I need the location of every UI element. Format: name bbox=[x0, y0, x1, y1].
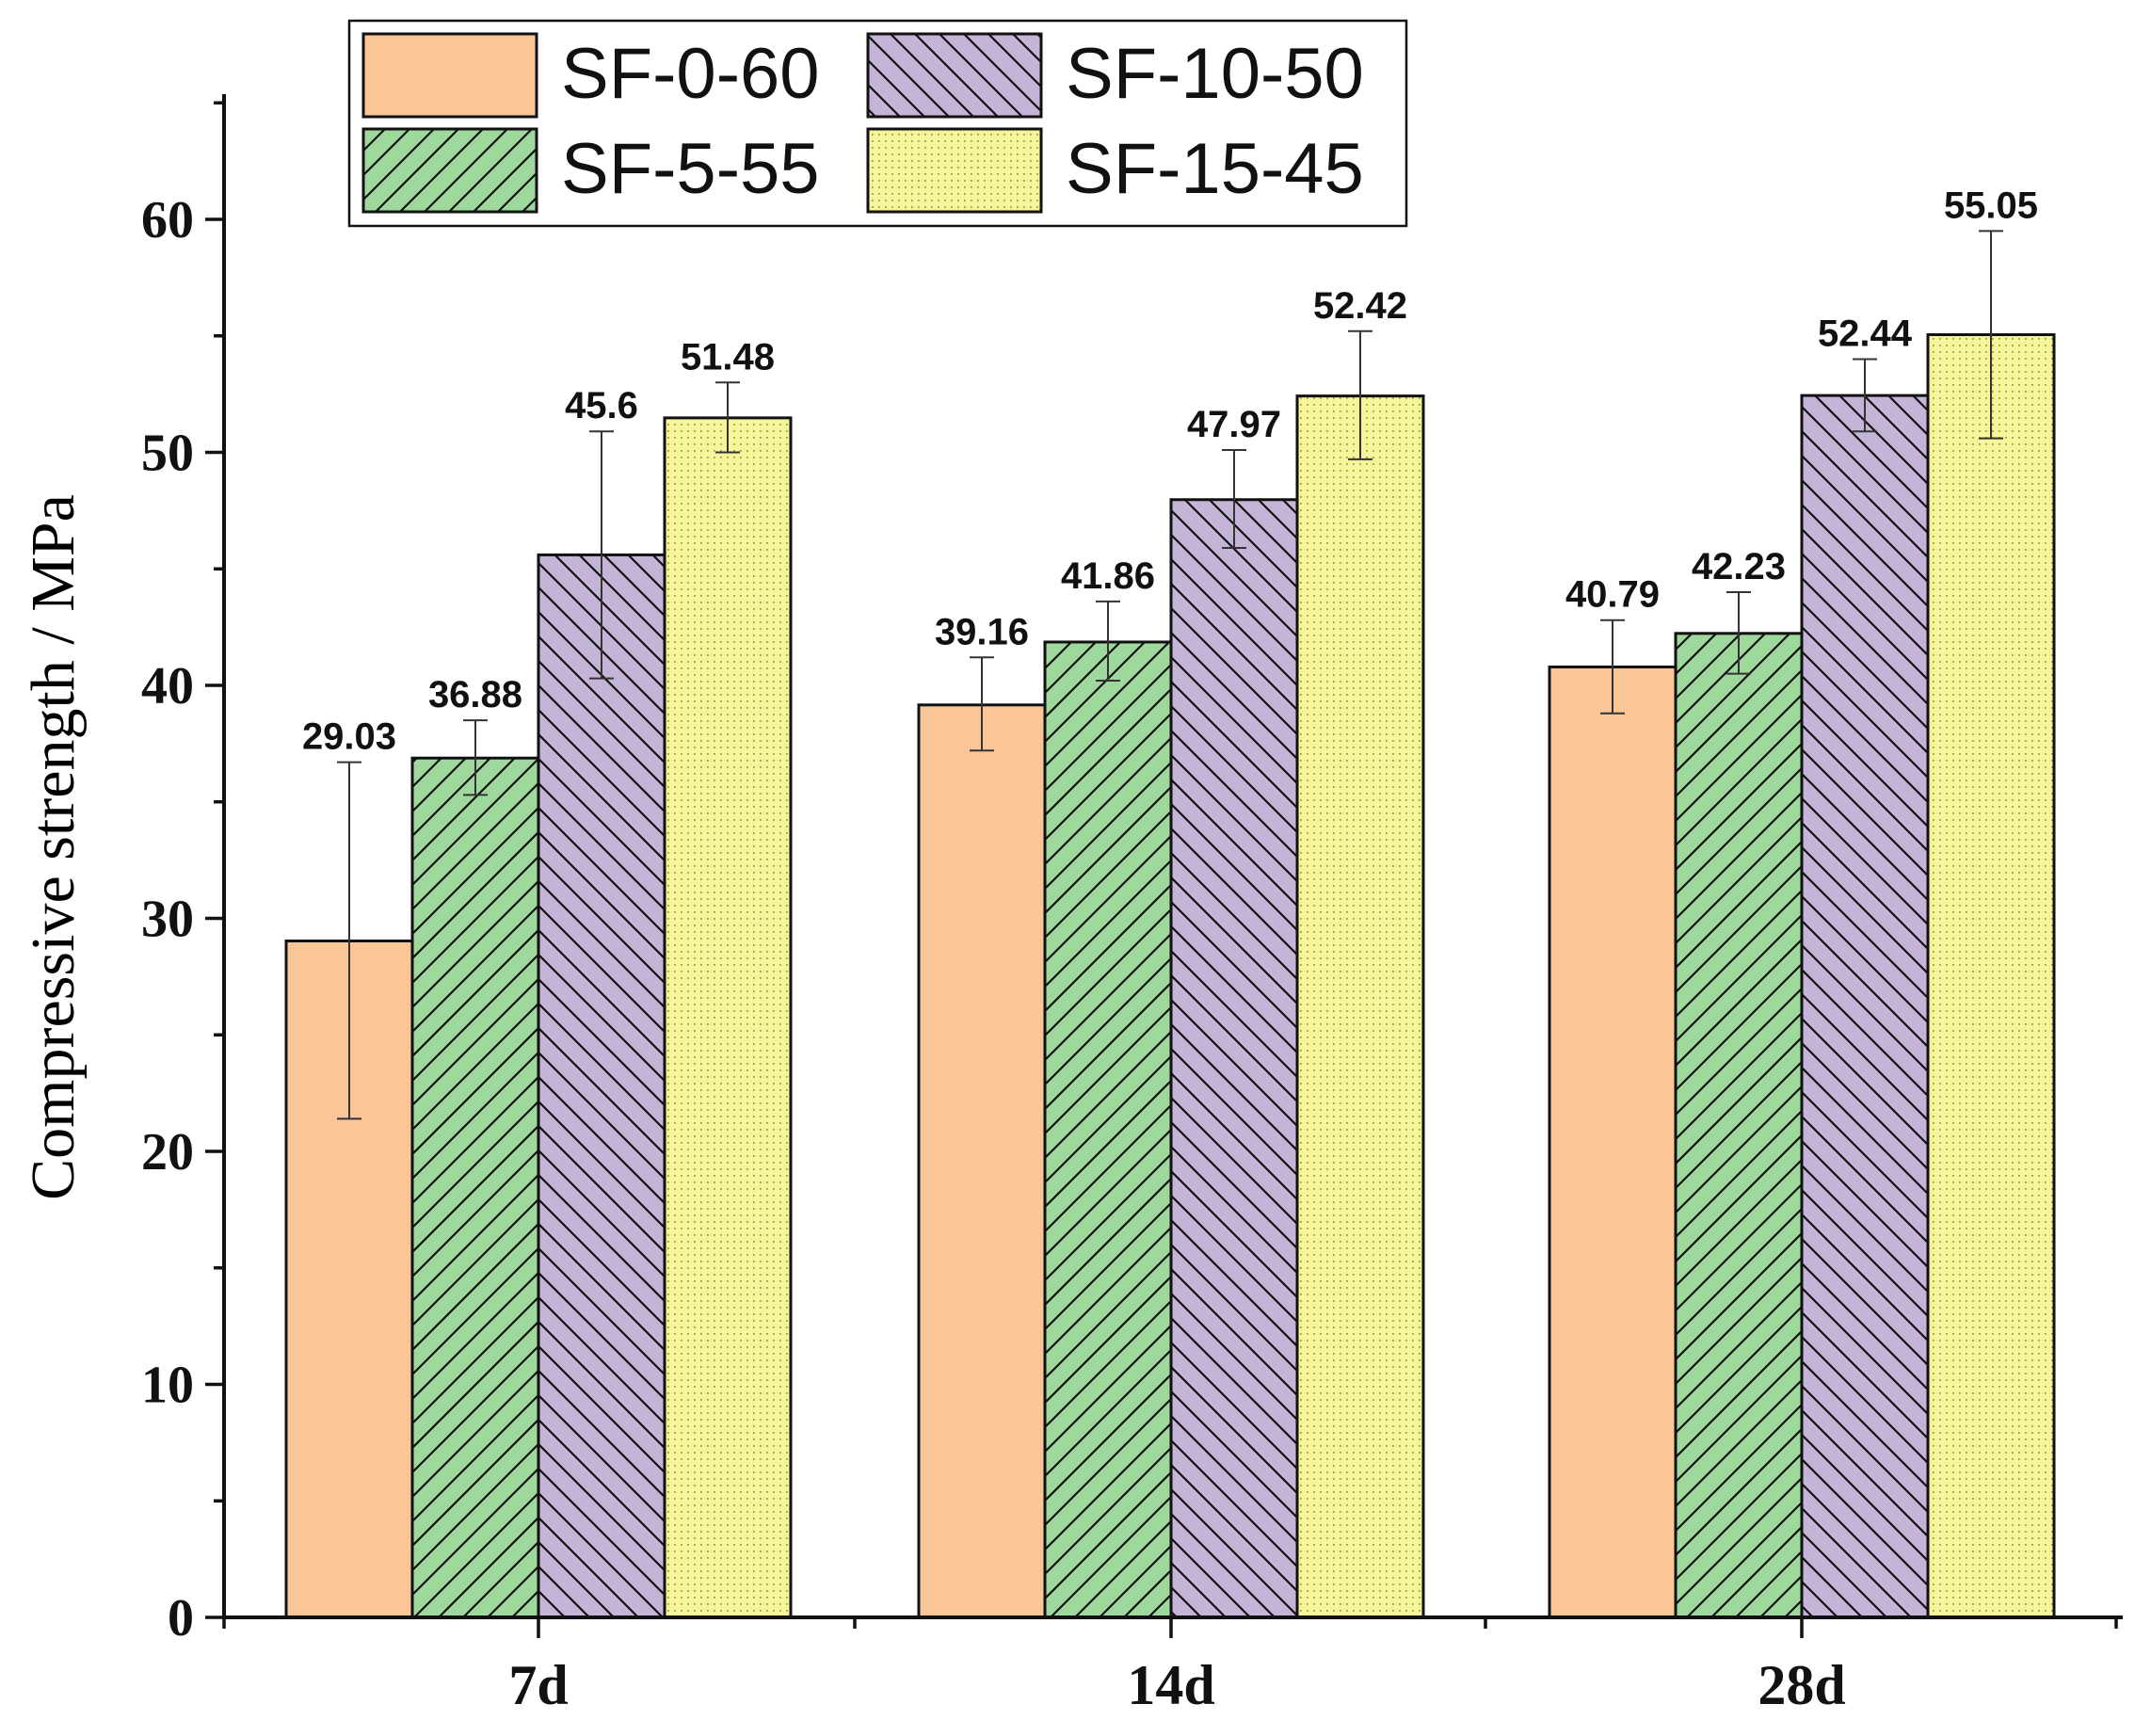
bar-sf-10-50-14d bbox=[1169, 498, 1299, 1619]
value-label: 47.97 bbox=[1187, 404, 1281, 445]
value-label: 42.23 bbox=[1692, 546, 1786, 587]
bar-sf-5-55-7d bbox=[410, 756, 540, 1619]
bar-sf-10-50-7d bbox=[537, 553, 666, 1619]
legend-swatch-sf-10-50 bbox=[866, 32, 1043, 119]
legend-swatch-sf-0-60 bbox=[361, 32, 538, 119]
x-category-label: 28d bbox=[1758, 1654, 1845, 1716]
value-label: 41.86 bbox=[1061, 555, 1155, 597]
y-tick-label: 10 bbox=[141, 1357, 194, 1415]
y-tick-label: 50 bbox=[141, 425, 194, 483]
y-tick-label: 40 bbox=[141, 657, 194, 715]
legend-label-sf-10-50: SF-10-50 bbox=[1066, 34, 1364, 114]
y-tick-label: 60 bbox=[141, 191, 194, 249]
value-label: 29.03 bbox=[302, 716, 396, 758]
legend-swatch-sf-15-45 bbox=[866, 127, 1043, 214]
value-label: 52.42 bbox=[1313, 285, 1407, 327]
legend-label-sf-5-55: SF-5-55 bbox=[561, 129, 820, 209]
value-label: 39.16 bbox=[935, 611, 1029, 652]
y-tick-label: 30 bbox=[141, 891, 194, 949]
value-label: 52.44 bbox=[1818, 313, 1913, 355]
value-label: 36.88 bbox=[428, 674, 522, 715]
y-axis-label: Compressive strength / MPa bbox=[19, 494, 88, 1200]
legend: SF-0-60 SF-10-50 SF-5-55 SF-15-45 bbox=[347, 19, 1408, 228]
legend-label-sf-15-45: SF-15-45 bbox=[1066, 129, 1364, 209]
bar-sf-15-45-14d bbox=[1295, 394, 1425, 1619]
bar-sf-15-45-28d bbox=[1926, 333, 2056, 1619]
y-tick-label: 20 bbox=[141, 1123, 194, 1181]
bar-sf-5-55-14d bbox=[1043, 640, 1173, 1619]
bar-sf-0-60-14d bbox=[917, 703, 1047, 1619]
bar-sf-0-60-28d bbox=[1548, 665, 1678, 1619]
legend-label-sf-0-60: SF-0-60 bbox=[561, 34, 820, 114]
plot-area: 29.03 39.16 40.79 36.88 41.86 42.23 45.6 47.97 5… bbox=[141, 94, 2123, 1716]
bar-sf-10-50-28d bbox=[1800, 394, 1930, 1619]
legend-swatch-sf-5-55 bbox=[361, 127, 538, 214]
bar-sf-5-55-28d bbox=[1674, 632, 1804, 1619]
x-category-label: 14d bbox=[1127, 1654, 1214, 1716]
bar-sf-15-45-7d bbox=[663, 416, 793, 1619]
x-category-label: 7d bbox=[508, 1654, 568, 1716]
value-label: 51.48 bbox=[681, 336, 775, 378]
value-label: 55.05 bbox=[1944, 185, 2038, 226]
y-tick-label: 0 bbox=[168, 1589, 194, 1648]
value-label: 40.79 bbox=[1565, 574, 1660, 616]
value-label: 45.6 bbox=[565, 385, 638, 426]
